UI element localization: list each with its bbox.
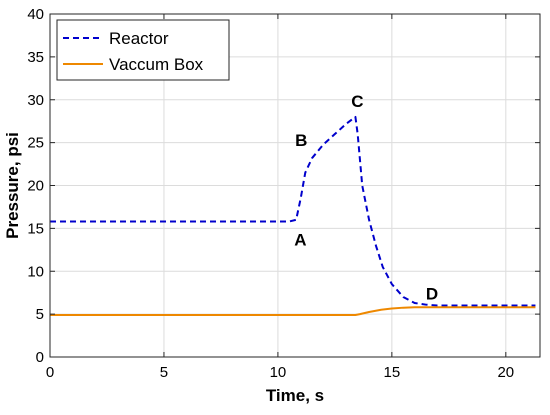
tick-labels: 0 5 10 15 20 0 5 10 15 20 25 30 35 40 bbox=[27, 6, 514, 381]
x-tick-label: 10 bbox=[270, 364, 287, 381]
legend-label: Reactor bbox=[109, 29, 169, 48]
annotation-d: D bbox=[426, 285, 438, 304]
series-line-reactor bbox=[50, 115, 536, 307]
y-tick-label: 10 bbox=[27, 263, 44, 280]
y-axis-title: Pressure, psi bbox=[3, 132, 22, 239]
y-tick-label: 35 bbox=[27, 49, 44, 66]
y-tick-label: 40 bbox=[27, 6, 44, 23]
legend: Reactor Vaccum Box bbox=[56, 19, 230, 81]
y-tick-label: 20 bbox=[27, 178, 44, 195]
y-tick-label: 30 bbox=[27, 92, 44, 109]
x-tick-label: 20 bbox=[497, 364, 514, 381]
x-axis-title: Time, s bbox=[266, 386, 324, 405]
annotation-b: B bbox=[295, 131, 307, 150]
point-annotations: A B C D bbox=[294, 92, 438, 304]
grid-lines bbox=[50, 14, 540, 357]
y-tick-label: 25 bbox=[27, 135, 44, 152]
series-line-vaccum-box bbox=[50, 306, 536, 316]
x-tick-label: 0 bbox=[46, 364, 54, 381]
y-tick-label: 0 bbox=[36, 349, 44, 366]
y-tick-label: 5 bbox=[36, 306, 44, 323]
plot-frame bbox=[49, 13, 541, 358]
x-tick-label: 5 bbox=[160, 364, 168, 381]
legend-label: Vaccum Box bbox=[109, 55, 204, 74]
series-lines bbox=[50, 115, 536, 316]
legend-box bbox=[56, 19, 230, 81]
annotation-a: A bbox=[294, 231, 306, 250]
y-tick-label: 15 bbox=[27, 220, 44, 237]
annotation-c: C bbox=[351, 92, 363, 111]
x-tick-label: 15 bbox=[384, 364, 401, 381]
